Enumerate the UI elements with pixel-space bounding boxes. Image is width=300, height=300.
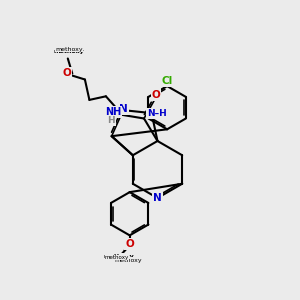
Text: N: N — [153, 193, 162, 203]
Text: Cl: Cl — [161, 76, 173, 86]
Text: NH: NH — [105, 107, 121, 117]
Text: O: O — [125, 239, 134, 249]
Text: O: O — [152, 89, 160, 100]
Text: methoxy: methoxy — [56, 47, 83, 52]
Text: methoxy: methoxy — [54, 50, 85, 54]
Text: methoxy: methoxy — [104, 254, 135, 259]
Text: N–H: N–H — [147, 109, 167, 118]
Text: methoxy: methoxy — [114, 258, 142, 263]
Text: H: H — [107, 116, 115, 125]
Text: methoxy: methoxy — [105, 255, 129, 260]
Text: O: O — [62, 68, 71, 78]
Text: N: N — [119, 103, 128, 114]
